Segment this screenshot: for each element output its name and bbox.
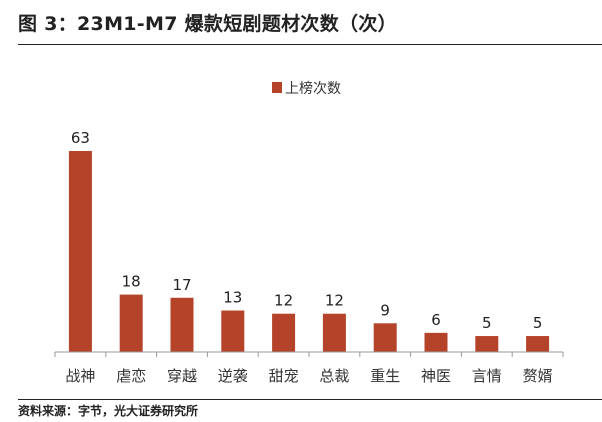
x-tick-label: 虐恋 — [116, 367, 146, 385]
data-label: 5 — [533, 314, 543, 332]
source-divider — [18, 399, 602, 400]
bar-神医 — [424, 332, 448, 352]
x-tick-label: 穿越 — [167, 367, 197, 385]
bar-赘婿 — [526, 336, 550, 352]
bar-chart: 上榜次数 63 战神 18 虐恋 17 穿越 13 逆袭 12 甜宠 12 总裁 9 重生 6 神医 5 言情 5 赘… — [54, 80, 564, 385]
data-label: 5 — [482, 314, 492, 332]
x-tick-label: 言情 — [472, 367, 502, 385]
data-label: 13 — [223, 289, 242, 307]
bar-战神 — [68, 151, 92, 352]
legend-swatch — [272, 82, 282, 93]
source-note: 资料来源：字节，光大证券研究所 — [18, 404, 199, 418]
legend-label: 上榜次数 — [285, 80, 341, 97]
x-tick-label: 甜宠 — [269, 367, 299, 385]
title-divider — [18, 44, 602, 45]
chart-title: 图 3：23M1-M7 爆款短剧题材次数（次） — [18, 13, 397, 35]
data-label: 18 — [122, 273, 141, 291]
x-tick-label: 重生 — [370, 367, 400, 385]
x-tick-label: 神医 — [421, 367, 451, 385]
data-label: 17 — [172, 276, 191, 294]
data-label: 6 — [431, 311, 441, 329]
x-tick-label: 赘婿 — [523, 367, 553, 385]
bar-言情 — [475, 336, 499, 352]
data-label: 12 — [274, 292, 293, 310]
bar-虐恋 — [119, 294, 143, 352]
bar-重生 — [373, 323, 397, 352]
bar-总裁 — [322, 313, 346, 352]
x-tick-label: 逆袭 — [218, 367, 248, 385]
bar-穿越 — [170, 297, 194, 352]
x-tick-label: 战神 — [65, 367, 95, 385]
x-tick-label: 总裁 — [319, 367, 349, 385]
bar-逆袭 — [221, 310, 245, 352]
data-label: 12 — [325, 292, 344, 310]
bar-甜宠 — [272, 313, 296, 352]
data-label: 63 — [71, 129, 90, 147]
data-label: 9 — [380, 301, 390, 319]
legend: 上榜次数 — [272, 80, 341, 97]
